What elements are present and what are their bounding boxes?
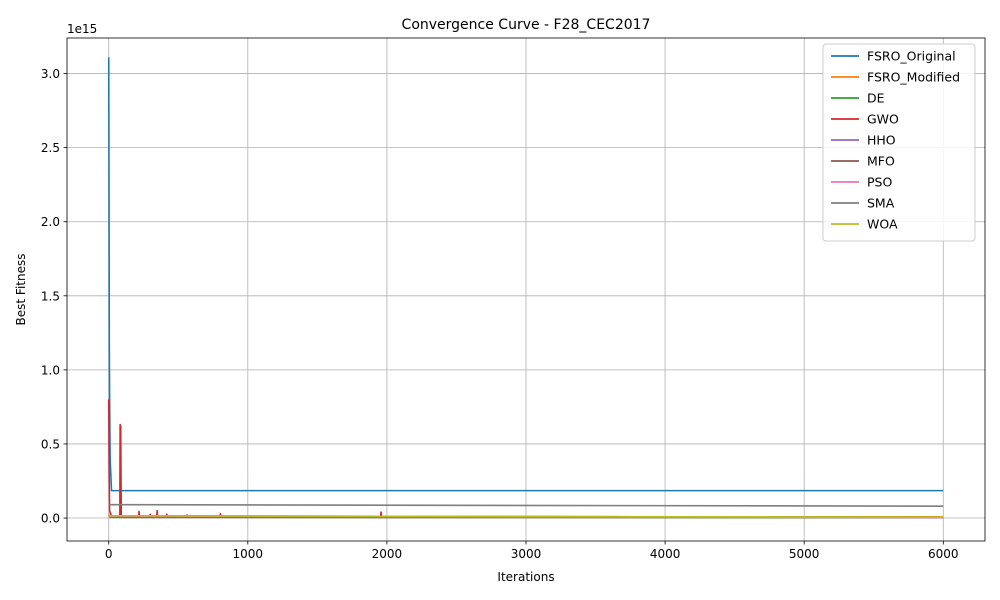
legend-entry: PSO xyxy=(867,175,892,190)
legend-entry: MFO xyxy=(867,154,895,169)
y-axis-label: Best Fitness xyxy=(14,254,28,326)
y-tick-label: 2.5 xyxy=(41,141,60,155)
y-tick-label: 1.0 xyxy=(41,363,60,377)
legend-entry: FSRO_Modified xyxy=(867,70,960,85)
series-lines xyxy=(107,57,944,519)
legend-entry: WOA xyxy=(867,217,898,232)
y-tick-label: 3.0 xyxy=(41,67,60,81)
x-tick-label: 3000 xyxy=(511,547,542,561)
series-line-gwo xyxy=(107,399,944,519)
y-tick-label: 0.0 xyxy=(41,512,60,526)
legend-box xyxy=(822,43,976,242)
legend: FSRO_Original FSRO_Modified DE GWO HHO MFO PSO… xyxy=(822,43,976,242)
x-tick-label: 1000 xyxy=(233,547,264,561)
y-tick-label: 0.5 xyxy=(41,437,60,451)
legend-entry: HHO xyxy=(867,133,896,148)
y-tick-label: 2.0 xyxy=(41,215,60,229)
x-tick-label: 6000 xyxy=(928,547,959,561)
y-tick-label: 1.5 xyxy=(41,289,60,303)
series-line-fsro-original xyxy=(107,57,944,492)
y-axis-offset-label: 1e15 xyxy=(67,22,97,36)
legend-entry: SMA xyxy=(867,196,895,211)
x-tick-label: 5000 xyxy=(789,547,820,561)
series-line-sma xyxy=(108,503,944,507)
y-axis-ticks: 0.0 0.5 1.0 1.5 2.0 2.5 3.0 xyxy=(41,67,67,526)
x-tick-label: 0 xyxy=(105,547,113,561)
legend-entry: DE xyxy=(867,91,885,106)
legend-entry: FSRO_Original xyxy=(867,49,956,64)
x-tick-label: 4000 xyxy=(650,547,681,561)
x-tick-label: 2000 xyxy=(372,547,403,561)
series-line-woa xyxy=(107,513,944,518)
legend-entry: GWO xyxy=(867,112,899,127)
x-axis-ticks: 0 1000 2000 3000 4000 5000 6000 xyxy=(105,541,959,561)
x-axis-label: Iterations xyxy=(497,570,554,584)
chart-title: Convergence Curve - F28_CEC2017 xyxy=(402,17,651,33)
